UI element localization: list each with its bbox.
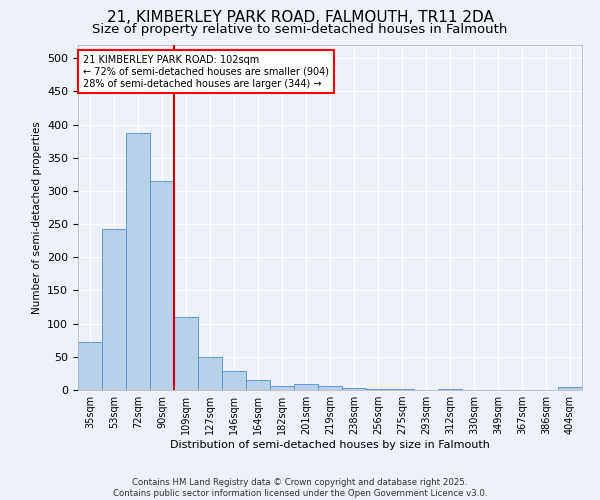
- Bar: [222, 371, 246, 390]
- Bar: [174, 317, 198, 390]
- Text: Size of property relative to semi-detached houses in Falmouth: Size of property relative to semi-detach…: [92, 22, 508, 36]
- Bar: [318, 386, 342, 390]
- Text: 21, KIMBERLEY PARK ROAD, FALMOUTH, TR11 2DA: 21, KIMBERLEY PARK ROAD, FALMOUTH, TR11 …: [107, 10, 493, 25]
- X-axis label: Distribution of semi-detached houses by size in Falmouth: Distribution of semi-detached houses by …: [170, 440, 490, 450]
- Bar: [78, 342, 102, 390]
- Bar: [270, 386, 294, 390]
- Text: Contains HM Land Registry data © Crown copyright and database right 2025.
Contai: Contains HM Land Registry data © Crown c…: [113, 478, 487, 498]
- Bar: [294, 384, 318, 390]
- Bar: [342, 388, 366, 390]
- Bar: [558, 388, 582, 390]
- Bar: [102, 230, 126, 390]
- Bar: [126, 133, 150, 390]
- Bar: [198, 357, 222, 390]
- Text: 21 KIMBERLEY PARK ROAD: 102sqm
← 72% of semi-detached houses are smaller (904)
2: 21 KIMBERLEY PARK ROAD: 102sqm ← 72% of …: [83, 56, 329, 88]
- Y-axis label: Number of semi-detached properties: Number of semi-detached properties: [32, 121, 41, 314]
- Bar: [366, 388, 390, 390]
- Bar: [246, 380, 270, 390]
- Bar: [150, 181, 174, 390]
